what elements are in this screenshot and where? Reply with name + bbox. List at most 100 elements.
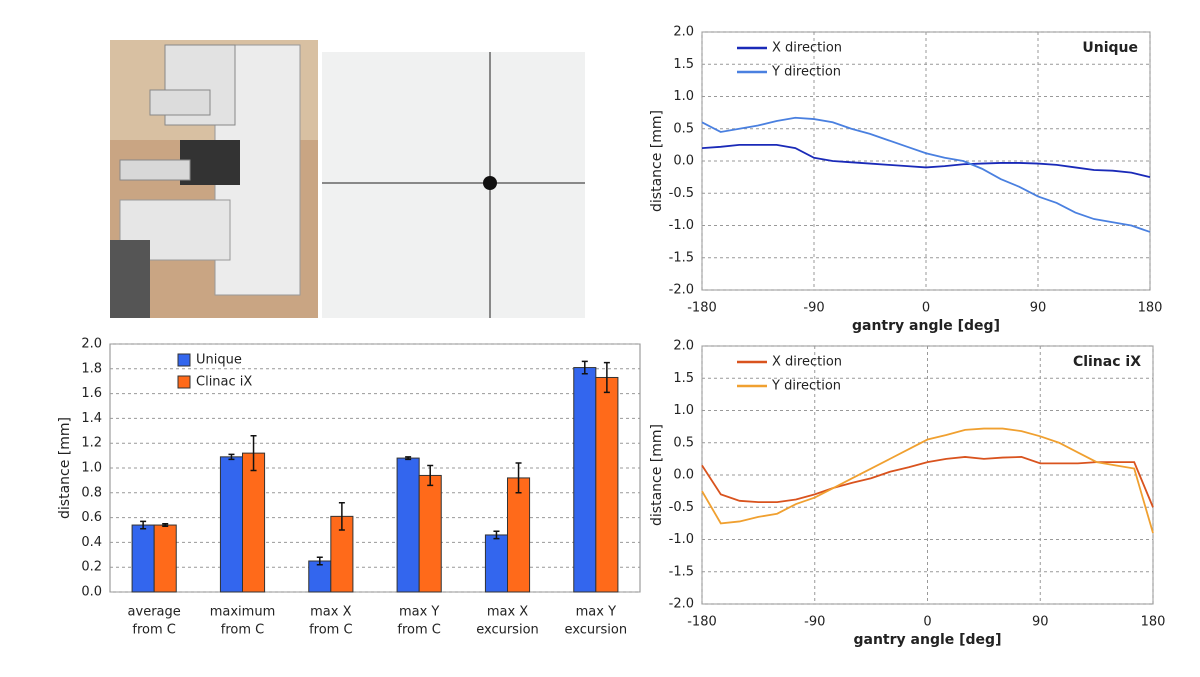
x-tick-label: from C (132, 623, 175, 638)
x-tick-label: 180 (1141, 615, 1166, 630)
y-tick-label: 0.2 (81, 560, 102, 575)
chart-title: Unique (1082, 40, 1138, 56)
x-tick-label: -180 (687, 301, 717, 316)
x-tick-label: from C (221, 623, 264, 638)
bar (242, 452, 266, 593)
x-tick-label: 90 (1030, 301, 1047, 316)
x-axis-label: gantry angle [deg] (854, 632, 1002, 648)
y-axis-label: distance [mm] (57, 417, 73, 519)
legend-label: Y direction (771, 379, 841, 394)
x-tick-label: -90 (804, 615, 825, 630)
bar (219, 456, 244, 593)
x-tick-label: average (128, 605, 181, 620)
image-background (322, 52, 585, 318)
photo-base (119, 199, 231, 261)
y-tick-label: 1.5 (673, 371, 694, 386)
y-tick-label: -0.5 (669, 500, 694, 515)
y-tick-label: 1.8 (81, 361, 102, 376)
x-tick-label: excursion (565, 623, 628, 638)
y-tick-label: 2.0 (673, 25, 694, 40)
bar (418, 474, 442, 593)
y-tick-label: 0.5 (673, 435, 694, 450)
legend-label: X direction (772, 41, 842, 56)
x-tick-label: 0 (922, 301, 930, 316)
photo-shadow (110, 240, 150, 318)
y-tick-label: -1.0 (669, 218, 694, 233)
y-tick-label: 1.0 (673, 403, 694, 418)
bar (484, 534, 508, 593)
bar (153, 524, 177, 593)
y-tick-label: -2.0 (669, 597, 694, 612)
data-line (701, 456, 1154, 508)
bar (595, 376, 619, 593)
bar (131, 524, 155, 593)
error-bar (581, 360, 588, 375)
y-tick-label: 0.5 (673, 121, 694, 136)
x-tick-label: -90 (803, 301, 824, 316)
legend-label: Y direction (771, 65, 841, 80)
data-line (701, 427, 1154, 534)
y-tick-label: 0.4 (81, 535, 102, 550)
x-tick-label: max Y (399, 605, 439, 620)
legend-label: Clinac iX (196, 375, 252, 390)
data-line (701, 143, 1151, 178)
legend-swatch (177, 375, 191, 389)
x-axis-label: gantry angle [deg] (852, 318, 1000, 334)
y-tick-label: 0.8 (81, 485, 102, 500)
y-tick-label: -0.5 (669, 186, 694, 201)
x-tick-label: 90 (1032, 615, 1049, 630)
y-tick-label: -1.5 (669, 250, 694, 265)
x-tick-label: max Y (576, 605, 616, 620)
error-bar (427, 464, 434, 487)
x-tick-label: max X (310, 605, 351, 620)
bar (507, 477, 531, 593)
error-bar (162, 523, 169, 528)
x-tick-label: from C (309, 623, 352, 638)
linac-photo (110, 40, 318, 318)
x-tick-label: excursion (476, 623, 539, 638)
image-marker (483, 176, 497, 190)
x-tick-label: 180 (1138, 301, 1163, 316)
y-tick-label: 1.5 (673, 57, 694, 72)
error-bar (493, 530, 500, 540)
x-tick-label: -180 (687, 615, 717, 630)
y-tick-label: 1.6 (81, 386, 102, 401)
chart-title: Clinac iX (1073, 354, 1141, 370)
bar (573, 367, 597, 593)
photo-arm (149, 89, 211, 116)
y-axis-label: distance [mm] (649, 110, 665, 212)
y-tick-label: 0.0 (673, 154, 694, 169)
error-bar (338, 501, 345, 531)
y-tick-label: -1.0 (669, 532, 694, 547)
error-bar (405, 456, 412, 461)
y-tick-label: 0.0 (673, 468, 694, 483)
error-bar (316, 556, 323, 566)
y-tick-label: 1.0 (673, 89, 694, 104)
ct-image (322, 52, 585, 318)
error-bar (140, 520, 147, 530)
y-tick-label: 2.0 (81, 337, 102, 352)
y-tick-label: -2.0 (669, 283, 694, 298)
y-tick-label: 1.0 (81, 461, 102, 476)
x-tick-label: max X (487, 605, 528, 620)
y-tick-label: 1.2 (81, 436, 102, 451)
error-bar (603, 361, 610, 394)
bar (308, 560, 332, 593)
y-tick-label: 0.0 (81, 585, 102, 600)
legend-swatch (177, 353, 191, 367)
y-tick-label: -1.5 (669, 564, 694, 579)
data-line (701, 116, 1151, 233)
y-tick-label: 1.4 (81, 411, 102, 426)
error-bar (515, 462, 522, 494)
y-tick-label: 0.6 (81, 510, 102, 525)
y-axis-label: distance [mm] (649, 424, 665, 526)
x-tick-label: from C (397, 623, 440, 638)
x-tick-label: maximum (210, 605, 276, 620)
error-bar (228, 453, 235, 461)
legend-label: Unique (196, 353, 242, 368)
photo-couch (119, 159, 191, 181)
y-tick-label: 2.0 (673, 339, 694, 354)
x-tick-label: 0 (923, 615, 931, 630)
